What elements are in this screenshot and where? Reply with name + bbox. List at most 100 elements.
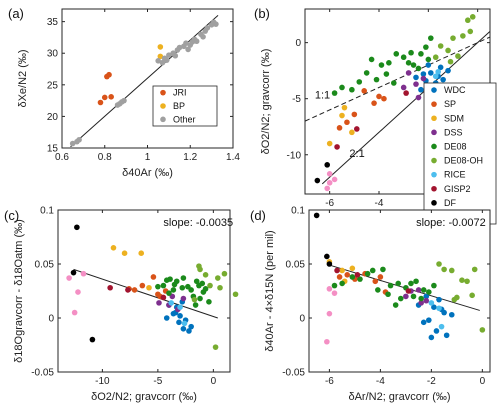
legend-marker <box>431 101 437 107</box>
data-point <box>339 280 345 287</box>
data-point <box>80 270 87 277</box>
data-point <box>166 52 172 58</box>
x-tick-label: 1.4 <box>226 152 240 163</box>
data-point <box>121 97 127 104</box>
data-point <box>107 284 113 291</box>
data-point <box>159 59 166 66</box>
data-point <box>344 119 350 126</box>
data-point <box>121 250 128 256</box>
data-point <box>391 80 397 86</box>
data-point <box>423 293 430 300</box>
data-point <box>160 282 167 289</box>
data-point <box>200 34 206 40</box>
data-point <box>435 68 442 75</box>
data-point <box>386 60 392 66</box>
data-point <box>400 84 407 91</box>
x-tick-label: -6 <box>325 198 334 209</box>
legend-label: DF <box>444 198 456 208</box>
y-tick-label: 15 <box>47 144 59 155</box>
data-point <box>70 269 77 276</box>
panel-label: (a) <box>8 6 24 21</box>
data-point <box>369 267 376 274</box>
data-point <box>460 33 466 39</box>
data-point <box>217 284 223 291</box>
data-point <box>131 287 138 293</box>
data-point <box>356 79 363 85</box>
data-point <box>97 99 104 106</box>
series-de08 <box>331 35 434 96</box>
data-point <box>440 76 446 83</box>
data-point <box>392 302 399 308</box>
data-point <box>450 35 456 41</box>
data-point <box>155 283 161 290</box>
data-point <box>426 289 432 295</box>
data-point <box>181 320 188 327</box>
data-point <box>193 278 200 285</box>
x-tick-label: -5 <box>153 376 162 387</box>
data-point <box>173 278 180 285</box>
data-point <box>447 58 454 65</box>
data-point <box>177 304 183 311</box>
y-axis-label: δXe/N2 (‰) <box>17 49 29 107</box>
data-point <box>443 332 450 339</box>
data-point <box>410 62 417 68</box>
data-point <box>157 44 164 50</box>
series-wdc <box>413 62 451 93</box>
series-dss <box>400 70 427 101</box>
legend-marker <box>431 157 437 164</box>
data-point <box>214 275 221 281</box>
legend-label: BP <box>173 101 185 111</box>
data-point <box>168 300 174 306</box>
data-point <box>431 282 437 289</box>
data-point <box>357 276 363 282</box>
data-point <box>428 334 435 341</box>
data-point <box>410 293 417 300</box>
series-edc <box>66 270 87 316</box>
legend-label: DSS <box>444 127 463 137</box>
y-axis-label: δO2/N2; gravcorr (‰) <box>260 49 272 155</box>
series-de08-oh <box>432 14 476 65</box>
data-point <box>177 313 183 319</box>
data-point <box>207 282 213 289</box>
data-point <box>324 338 330 345</box>
x-axis-label: δO2/N2; gravcorr (‰) <box>91 391 197 403</box>
data-point <box>139 282 146 289</box>
series-edc <box>324 286 338 345</box>
y-axis-label: δ40Ar - 4×δ15N (per mil) <box>264 230 276 351</box>
data-point <box>180 326 187 332</box>
data-point <box>445 67 451 74</box>
data-point <box>465 17 471 24</box>
data-point <box>425 62 432 68</box>
data-point <box>423 297 430 304</box>
data-point <box>155 58 161 64</box>
series-de08-oh <box>436 261 486 333</box>
data-point <box>202 286 209 292</box>
data-point <box>428 70 434 76</box>
data-point <box>172 52 179 59</box>
x-tick-label: -2 <box>427 376 436 387</box>
legend-marker <box>431 200 437 206</box>
data-point <box>157 53 164 60</box>
data-point <box>326 261 333 267</box>
y-tick-label: 30 <box>47 49 59 60</box>
series-df <box>313 212 333 267</box>
y-tick-label: 0 <box>48 314 54 325</box>
data-point <box>101 94 108 101</box>
regression-line <box>73 268 218 319</box>
legend-marker <box>431 129 437 136</box>
data-point <box>438 323 445 330</box>
legend-label: Other <box>173 114 196 124</box>
data-point <box>431 304 437 311</box>
data-point <box>197 295 203 302</box>
legend-label: SP <box>444 99 456 109</box>
data-point <box>331 90 338 96</box>
data-point <box>415 287 422 293</box>
data-point <box>204 25 211 31</box>
data-point <box>193 38 200 45</box>
x-axis-label: δAr/N2; gravcorr (‰) <box>348 391 450 403</box>
data-point <box>428 300 435 306</box>
series-bp <box>157 44 164 60</box>
data-point <box>368 56 375 63</box>
data-point <box>326 179 333 186</box>
series-de08 <box>155 275 212 308</box>
